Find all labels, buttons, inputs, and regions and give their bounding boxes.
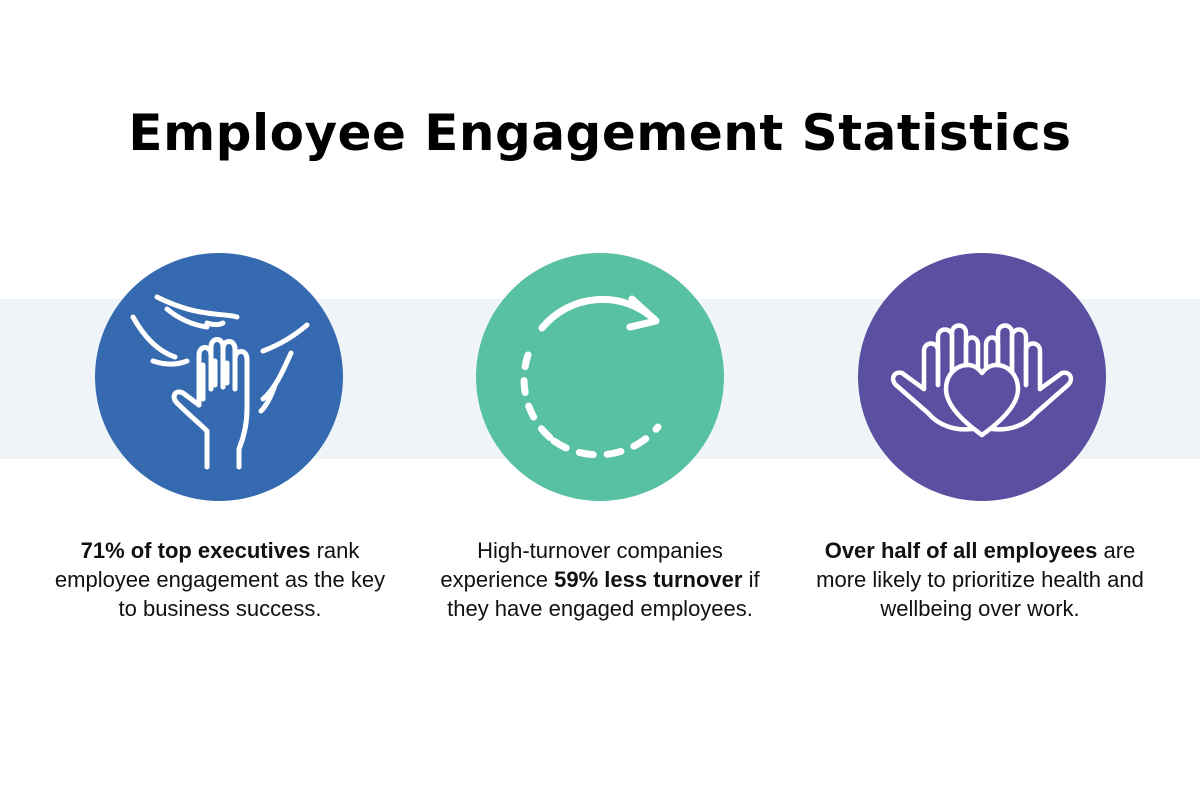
stat-caption-1: 71% of top executives rank employee enga… <box>50 536 390 623</box>
stat-text-2b: if they have engaged employees. <box>447 567 760 621</box>
stat-text-3: are more likely to prioritize health and… <box>816 538 1144 621</box>
stat-caption-2: High-turnover companies experience 59% l… <box>430 536 770 623</box>
page-title: Employee Engagement Statistics <box>128 104 1072 162</box>
stat-text-2a: High-turnover companies experience <box>440 538 723 592</box>
stat-icon-circle-3 <box>858 253 1106 501</box>
hands-holding-heart-icon <box>890 323 1074 438</box>
stat-caption-3: Over half of all employees are more like… <box>810 536 1150 623</box>
stat-icon-circle-2 <box>476 253 724 501</box>
circular-arrow-icon <box>520 295 662 459</box>
stat-text-1: rank employee engagement as the key to b… <box>54 538 386 621</box>
stat-highlight-2: 59% less turnover <box>554 567 743 592</box>
stat-highlight-1: 71% of top executives <box>80 538 311 563</box>
stacked-hands-icon <box>130 294 310 470</box>
stat-highlight-3: Over half of all employees <box>824 538 1098 563</box>
stat-icon-circle-1 <box>95 253 343 501</box>
